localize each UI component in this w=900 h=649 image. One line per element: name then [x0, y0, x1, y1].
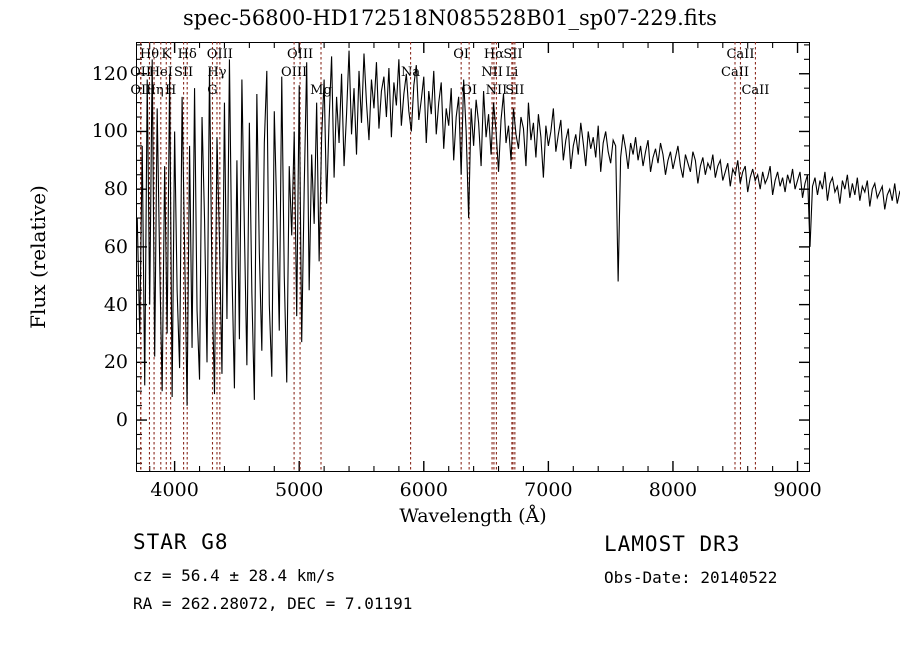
spectral-line-label: Hα — [483, 47, 504, 62]
y-tick-label: 100 — [91, 120, 128, 143]
spectral-line-label: OIII — [287, 47, 314, 62]
spectral-line-label: OII — [130, 65, 152, 80]
x-tick-label: 6000 — [399, 479, 448, 501]
y-tick-label: 40 — [103, 293, 128, 316]
spectral-line-label: Li — [505, 65, 519, 80]
spectral-line-label: G — [207, 83, 218, 98]
spectral-line-label: Na — [401, 65, 421, 80]
y-axis-label: Flux (relative) — [26, 185, 50, 329]
spectral-line-label: SII — [505, 83, 525, 98]
y-tick-label: 20 — [103, 351, 128, 374]
y-tick-label: 80 — [103, 178, 128, 201]
y-tick-label: 120 — [91, 62, 128, 85]
coordinates: RA = 262.28072, DEC = 7.01191 — [133, 594, 413, 613]
spectral-line-label: SII — [503, 47, 523, 62]
spectral-line-label: OII — [130, 83, 152, 98]
spectral-line-label: CaII — [726, 47, 755, 62]
spectral-line-label: Hη — [144, 83, 164, 98]
observation-date: Obs-Date: 20140522 — [604, 568, 778, 587]
spectral-line-label: SII — [173, 65, 194, 80]
spectral-line-label: CaII — [721, 65, 749, 80]
x-tick-label: 5000 — [275, 479, 324, 501]
object-class-and-type: STAR G8 — [133, 530, 229, 554]
spectral-line-label: OIII — [281, 65, 308, 80]
plot-area: 4000 5000 6000 7000 8000 9000 0 20 40 60 80 100 120 — [92, 42, 900, 501]
spectral-line-label: NII — [485, 83, 508, 98]
spectral-line-label: NII — [481, 65, 503, 80]
y-tick-label: 0 — [115, 409, 128, 432]
spectral-line-label: K — [161, 47, 172, 62]
spectral-line-label: OIII — [206, 47, 233, 62]
page-title: spec-56800-HD172518N085528B01_sp07-229.f… — [183, 6, 717, 30]
spectral-line-label: HeI — [148, 65, 173, 80]
radial-velocity: cz = 56.4 ± 28.4 km/s — [133, 566, 336, 585]
spectrum-curve — [136, 50, 900, 406]
metadata-footer: STAR G8 cz = 56.4 ± 28.4 km/s RA = 262.2… — [0, 528, 900, 648]
spectral-line-label: OI — [453, 47, 470, 62]
spectral-line-label: Hθ — [139, 47, 160, 62]
x-axis-label: Wavelength (Å) — [399, 505, 547, 527]
y-tick-label: 60 — [103, 235, 128, 258]
spectral-line-label: H — [164, 83, 177, 98]
x-tick-label: 4000 — [150, 479, 199, 501]
x-tick-label: 9000 — [773, 479, 822, 501]
survey-name: LAMOST DR3 — [604, 532, 741, 556]
spectral-line-label: Mg — [310, 83, 332, 98]
x-tick-label: 7000 — [524, 479, 573, 501]
axis-ticks — [136, 42, 810, 472]
spectral-line-label: Hγ — [207, 65, 227, 80]
spectral-line-label: CaII — [741, 83, 770, 98]
x-tick-label: 8000 — [648, 479, 698, 501]
spectral-line-label: Hδ — [177, 47, 197, 62]
spectral-line-label: OI — [461, 83, 478, 98]
